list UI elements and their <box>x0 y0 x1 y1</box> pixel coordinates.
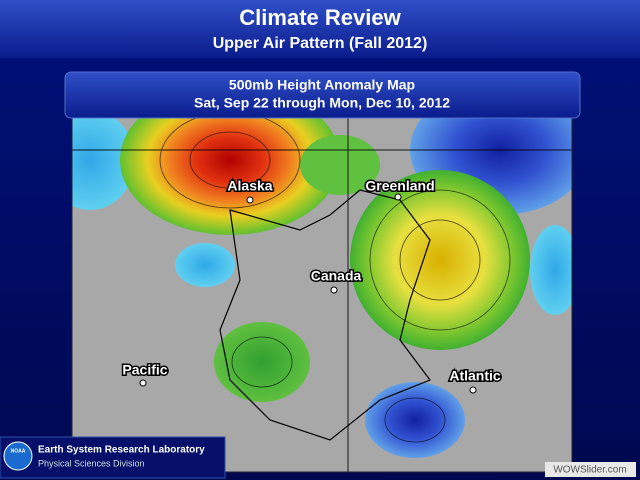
map-label: Alaska <box>227 178 272 194</box>
noaa-logo <box>3 441 33 471</box>
map-label: Pacific <box>122 362 167 378</box>
map-label: Greenland <box>365 178 434 194</box>
map-point <box>139 379 147 387</box>
map-point <box>330 286 338 294</box>
map-point <box>394 193 402 201</box>
map-header <box>64 71 581 119</box>
footer-box <box>0 436 226 479</box>
lab-name: Earth System Research Laboratory <box>38 445 205 456</box>
subtitle: Upper Air Pattern (Fall 2012) <box>213 35 428 52</box>
map-date-range: Sat, Sep 22 through Mon, Dec 10, 2012 <box>194 95 450 111</box>
title-banner <box>0 0 640 58</box>
map-point <box>469 386 477 394</box>
map-label: Canada <box>311 268 362 284</box>
map-point <box>246 196 254 204</box>
watermark: WOWSlider.com <box>553 465 626 476</box>
map-label: Atlantic <box>449 368 501 384</box>
title: Climate Review <box>239 5 401 30</box>
map <box>72 118 572 472</box>
map-title: 500mb Height Anomaly Map <box>229 77 415 93</box>
noaa-logo-text: NOAA <box>11 448 26 454</box>
division-name: Physical Sciences Division <box>38 458 145 468</box>
watermark-box <box>545 462 636 477</box>
